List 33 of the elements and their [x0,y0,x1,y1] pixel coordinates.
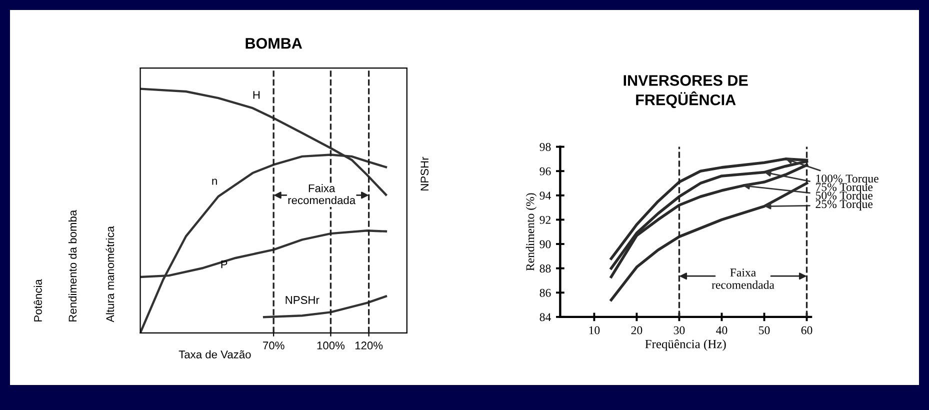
text: Rendimento da bomba [68,210,77,322]
series-label: n [212,178,217,185]
chart-title: BOMBA [246,38,302,49]
y-tick-label: 92 [540,216,551,224]
y-tick-label: 90 [540,240,551,248]
x-tick-label: 60 [801,326,812,334]
y-tick-label: 84 [540,313,551,322]
x-tick-label: 20 [631,326,642,334]
y2-axis-title: NPSHr [420,156,429,190]
chart-title: INVERSORES DE FREQÜÊNCIA [624,75,748,108]
series-label: NPSHr [286,296,320,304]
x-tick-label: 40 [716,326,728,334]
y-tick-label: 98 [540,143,551,151]
x-tick-label: 100% [317,342,345,350]
text: Potência [34,279,42,322]
x-axis-title: Freqüência (Hz) [645,339,726,351]
x-tick-label: 70% [263,342,284,350]
y-tick-label: 88 [540,264,551,273]
annotation: Faixa recomendada [288,184,356,204]
x-tick-label: 50 [759,326,770,334]
series-label: H [253,91,260,99]
annotation: Faixa recomendada [712,268,774,289]
y-tick-label: 94 [540,192,551,200]
x-tick-label: 10 [589,326,600,334]
x-tick-label: 30 [674,326,685,334]
y-tick-label: 86 [540,288,551,297]
y-axis-title: Altura manométrica [106,226,114,322]
legend-label: 25% Torque [816,200,873,210]
y-axis-title: Rendimento (%) [526,193,537,271]
y-tick-label: 96 [540,167,551,176]
x-axis-title: Taxa de Vazão [178,350,251,358]
x-tick-label: 120% [355,342,383,350]
series-label: P [221,260,228,268]
